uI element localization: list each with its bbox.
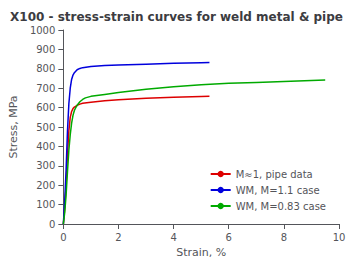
svg-text:100: 100 [36,199,55,210]
svg-text:6: 6 [226,232,232,243]
svg-text:X100 - stress-strain curves fo: X100 - stress-strain curves for weld met… [10,10,343,24]
svg-text:900: 900 [36,44,55,55]
svg-text:4: 4 [170,232,176,243]
svg-text:1000: 1000 [30,25,55,36]
svg-text:8: 8 [281,232,287,243]
svg-text:M≈1, pipe data: M≈1, pipe data [236,169,313,180]
svg-text:300: 300 [36,160,55,171]
svg-text:WM, M=0.83 case: WM, M=0.83 case [236,201,326,212]
svg-text:Strain, %: Strain, % [176,246,226,259]
svg-text:0: 0 [49,219,55,230]
svg-text:10: 10 [333,232,346,243]
svg-text:800: 800 [36,63,55,74]
svg-text:Stress, MPa: Stress, MPa [7,95,20,158]
svg-text:700: 700 [36,83,55,94]
svg-text:400: 400 [36,141,55,152]
svg-text:0: 0 [60,232,66,243]
svg-text:500: 500 [36,122,55,133]
svg-text:WM, M=1.1 case: WM, M=1.1 case [236,185,320,196]
svg-text:2: 2 [115,232,121,243]
svg-text:600: 600 [36,102,55,113]
svg-text:200: 200 [36,180,55,191]
